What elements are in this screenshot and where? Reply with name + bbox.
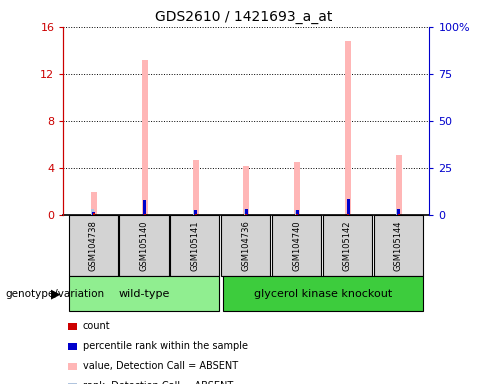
Text: GSM104738: GSM104738 [89, 220, 98, 271]
Text: GSM105144: GSM105144 [394, 220, 403, 271]
Text: GSM104740: GSM104740 [292, 220, 301, 271]
Bar [120, 215, 169, 276]
Bar [193, 210, 196, 215]
Bar [397, 209, 401, 215]
Bar [396, 209, 400, 215]
Text: GDS2610 / 1421693_a_at: GDS2610 / 1421693_a_at [155, 10, 333, 23]
Text: GSM105141: GSM105141 [190, 220, 199, 271]
Text: ▶: ▶ [51, 287, 61, 300]
Text: glycerol kinase knockout: glycerol kinase knockout [254, 289, 392, 299]
Bar [92, 212, 96, 215]
Text: GSM105142: GSM105142 [343, 220, 352, 271]
Bar [68, 276, 220, 311]
Bar [295, 210, 298, 215]
Bar [294, 162, 300, 215]
Bar [244, 166, 249, 215]
Bar [91, 209, 95, 215]
Text: genotype/variation: genotype/variation [5, 289, 104, 299]
Bar [272, 215, 321, 276]
Text: value, Detection Call = ABSENT: value, Detection Call = ABSENT [83, 361, 238, 371]
Bar [91, 192, 97, 215]
Bar [170, 215, 220, 276]
Bar [144, 214, 146, 215]
Bar [345, 41, 351, 215]
Bar [245, 214, 247, 215]
Bar [195, 214, 197, 215]
Bar [143, 200, 146, 215]
Bar [245, 209, 248, 215]
Bar [347, 214, 349, 215]
Bar [93, 213, 95, 215]
Bar [323, 215, 372, 276]
Bar [296, 210, 299, 215]
Bar [398, 214, 400, 215]
Text: percentile rank within the sample: percentile rank within the sample [83, 341, 248, 351]
Bar [221, 215, 270, 276]
Bar [396, 155, 402, 215]
Bar [346, 199, 349, 215]
Text: GSM104736: GSM104736 [241, 220, 250, 271]
Text: GSM105140: GSM105140 [140, 220, 148, 271]
Bar [296, 214, 298, 215]
Text: wild-type: wild-type [118, 289, 170, 299]
Bar [142, 60, 148, 215]
Text: rank, Detection Call = ABSENT: rank, Detection Call = ABSENT [83, 381, 233, 384]
Bar [193, 161, 199, 215]
Bar [194, 210, 197, 215]
Bar [68, 215, 118, 276]
Text: count: count [83, 321, 111, 331]
Bar [223, 276, 423, 311]
Bar [244, 209, 247, 215]
Bar [373, 215, 423, 276]
